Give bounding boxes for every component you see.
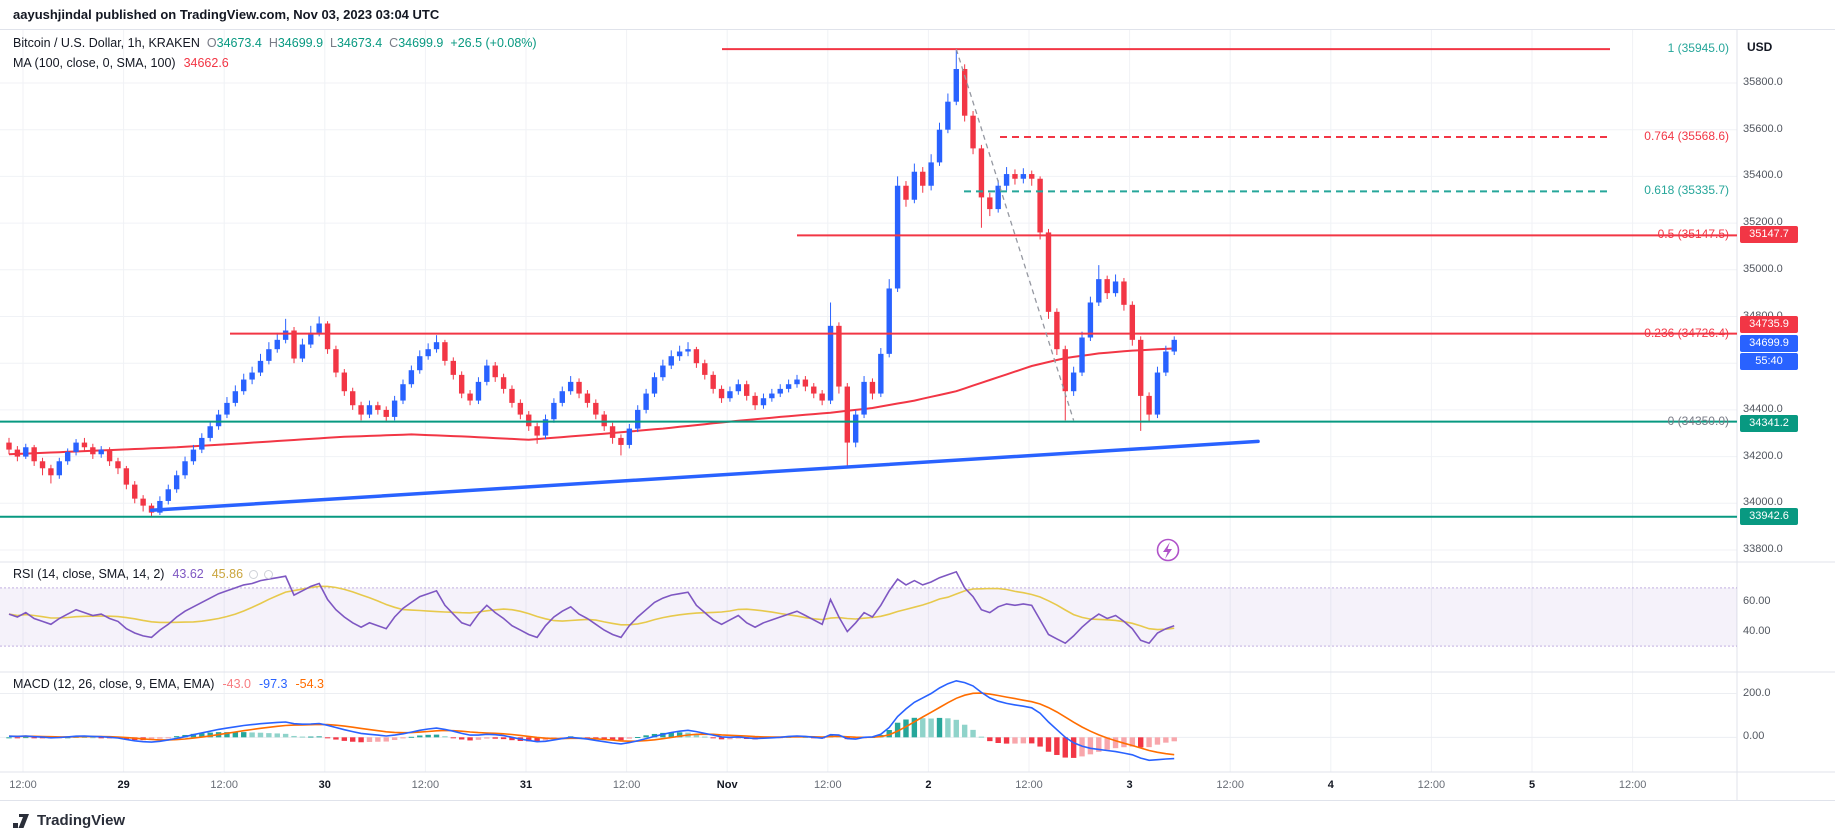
time-axis-label[interactable]: 2 bbox=[925, 779, 932, 791]
low-label: L bbox=[330, 36, 337, 50]
high-label: H bbox=[268, 36, 278, 50]
rsi-value: 43.62 bbox=[172, 567, 204, 581]
macd-signal-value: -54.3 bbox=[295, 677, 324, 691]
fib-level-lines[interactable] bbox=[0, 48, 1737, 518]
close-label: C bbox=[389, 36, 399, 50]
macd-legend-label[interactable]: MACD (12, 26, close, 9, EMA, EMA) bbox=[13, 677, 215, 691]
lightning-icon[interactable] bbox=[1156, 538, 1180, 562]
price-axis-tick[interactable]: 35600.0 bbox=[1743, 122, 1783, 135]
time-axis-label[interactable]: 12:00 bbox=[1015, 779, 1043, 791]
fib-level-label: 0.618 (35335.7) bbox=[1644, 183, 1729, 198]
ma-legend-value: 34662.6 bbox=[183, 56, 229, 70]
time-axis-label[interactable]: 12:00 bbox=[612, 779, 641, 791]
fib-level-label: 1 (35945.0) bbox=[1667, 41, 1729, 56]
price-badge: 33942.6 bbox=[1740, 507, 1798, 525]
price-axis-tick[interactable]: 34400.0 bbox=[1743, 402, 1783, 415]
fib-level-label: 0.5 (35147.5) bbox=[1657, 227, 1729, 242]
grid-lines bbox=[0, 30, 1835, 800]
price-badge: 34735.9 bbox=[1740, 316, 1798, 334]
price-badge: 34699.9 bbox=[1740, 334, 1798, 352]
bottom-bar: TradingView bbox=[0, 800, 1835, 839]
price-badge: 55:40 bbox=[1740, 352, 1798, 370]
time-axis-label[interactable]: 5 bbox=[1528, 779, 1536, 791]
time-axis-label[interactable]: 12:00 bbox=[1618, 779, 1647, 791]
price-axis-tick[interactable]: 34000.0 bbox=[1743, 496, 1783, 509]
time-axis-label[interactable]: Nov bbox=[716, 779, 738, 791]
symbol-title[interactable]: Bitcoin / U.S. Dollar, 1h, KRAKEN bbox=[13, 36, 200, 50]
macd-line-value: -97.3 bbox=[258, 677, 288, 691]
time-axis-label[interactable]: 29 bbox=[117, 779, 130, 791]
attribution-text: aayushjindal published on TradingView.co… bbox=[13, 7, 440, 22]
time-axis-label[interactable]: 12:00 bbox=[1216, 779, 1244, 791]
time-axis-label[interactable]: 12:00 bbox=[9, 779, 37, 791]
time-axis-label[interactable]: 3 bbox=[1126, 779, 1133, 791]
rsi-legend-label[interactable]: RSI (14, close, SMA, 14, 2) bbox=[13, 567, 165, 581]
attribution-bar: aayushjindal published on TradingView.co… bbox=[0, 0, 1835, 30]
macd-pane[interactable] bbox=[0, 679, 1737, 762]
tradingview-logo-text: TradingView bbox=[37, 811, 126, 829]
open-label: O bbox=[206, 36, 217, 50]
rsi-axis-tick[interactable]: 60.00 bbox=[1743, 595, 1771, 608]
tradingview-logo-icon bbox=[13, 813, 29, 828]
low-value: 34673.4 bbox=[336, 36, 383, 50]
time-axis-label[interactable]: 12:00 bbox=[1417, 779, 1446, 791]
rsi-legend-row: RSI (14, close, SMA, 14, 2) 43.62 45.86 bbox=[13, 567, 274, 581]
time-axis-label[interactable]: 12:00 bbox=[210, 779, 238, 791]
fib-level-label: 0.236 (34726.4) bbox=[1644, 325, 1729, 340]
high-value: 34699.9 bbox=[277, 36, 324, 50]
rsi-circle-icon bbox=[249, 570, 259, 579]
price-axis-tick[interactable]: 35000.0 bbox=[1743, 262, 1783, 275]
tradingview-logo[interactable]: TradingView bbox=[12, 811, 125, 830]
ma-legend-label[interactable]: MA (100, close, 0, SMA, 100) bbox=[13, 56, 176, 70]
price-axis-tick[interactable]: 33800.0 bbox=[1743, 543, 1783, 555]
symbol-legend-row: Bitcoin / U.S. Dollar, 1h, KRAKEN O34673.… bbox=[13, 36, 537, 50]
rsi-ma-value: 45.86 bbox=[211, 567, 244, 581]
rsi-circle-icon bbox=[264, 570, 274, 579]
open-value: 34673.4 bbox=[216, 36, 262, 50]
price-badge: 35147.7 bbox=[1740, 226, 1798, 244]
time-axis-label[interactable]: 12:00 bbox=[411, 779, 440, 791]
time-axis-label[interactable]: 31 bbox=[519, 779, 533, 791]
candles[interactable] bbox=[6, 49, 1177, 517]
macd-axis-tick[interactable]: 0.00 bbox=[1743, 730, 1765, 743]
macd-axis-tick[interactable]: 200.0 bbox=[1743, 686, 1771, 699]
price-axis-tick[interactable]: 34200.0 bbox=[1743, 449, 1783, 462]
rsi-pane[interactable] bbox=[0, 570, 1737, 647]
ma-100-line[interactable] bbox=[8, 347, 1175, 456]
time-axis-label[interactable]: 30 bbox=[318, 779, 331, 791]
time-axis-label[interactable]: 4 bbox=[1327, 779, 1334, 791]
price-axis-tick[interactable]: 35200.0 bbox=[1743, 216, 1783, 229]
fib-reference-line[interactable] bbox=[955, 48, 1075, 421]
fib-level-label: 0 (34350.0) bbox=[1667, 413, 1729, 428]
fib-level-label: 0.764 (35568.6) bbox=[1644, 129, 1729, 144]
price-axis-tick[interactable]: 35800.0 bbox=[1743, 76, 1783, 88]
trendline[interactable] bbox=[149, 439, 1260, 513]
currency-toggle[interactable]: USD bbox=[1747, 40, 1773, 54]
price-badge: 34341.2 bbox=[1740, 414, 1798, 432]
macd-legend-row: MACD (12, 26, close, 9, EMA, EMA) -43.0 -9… bbox=[13, 677, 324, 691]
change-value: +26.5 (+0.08%) bbox=[450, 36, 537, 50]
time-axis-label[interactable]: 12:00 bbox=[814, 779, 842, 791]
macd-hist-value: -43.0 bbox=[222, 677, 251, 691]
price-axis-tick[interactable]: 35400.0 bbox=[1743, 169, 1783, 182]
ma-legend-row: MA (100, close, 0, SMA, 100) 34662.6 bbox=[13, 56, 229, 70]
close-value: 34699.9 bbox=[398, 36, 444, 50]
rsi-axis-tick[interactable]: 40.00 bbox=[1743, 624, 1771, 637]
